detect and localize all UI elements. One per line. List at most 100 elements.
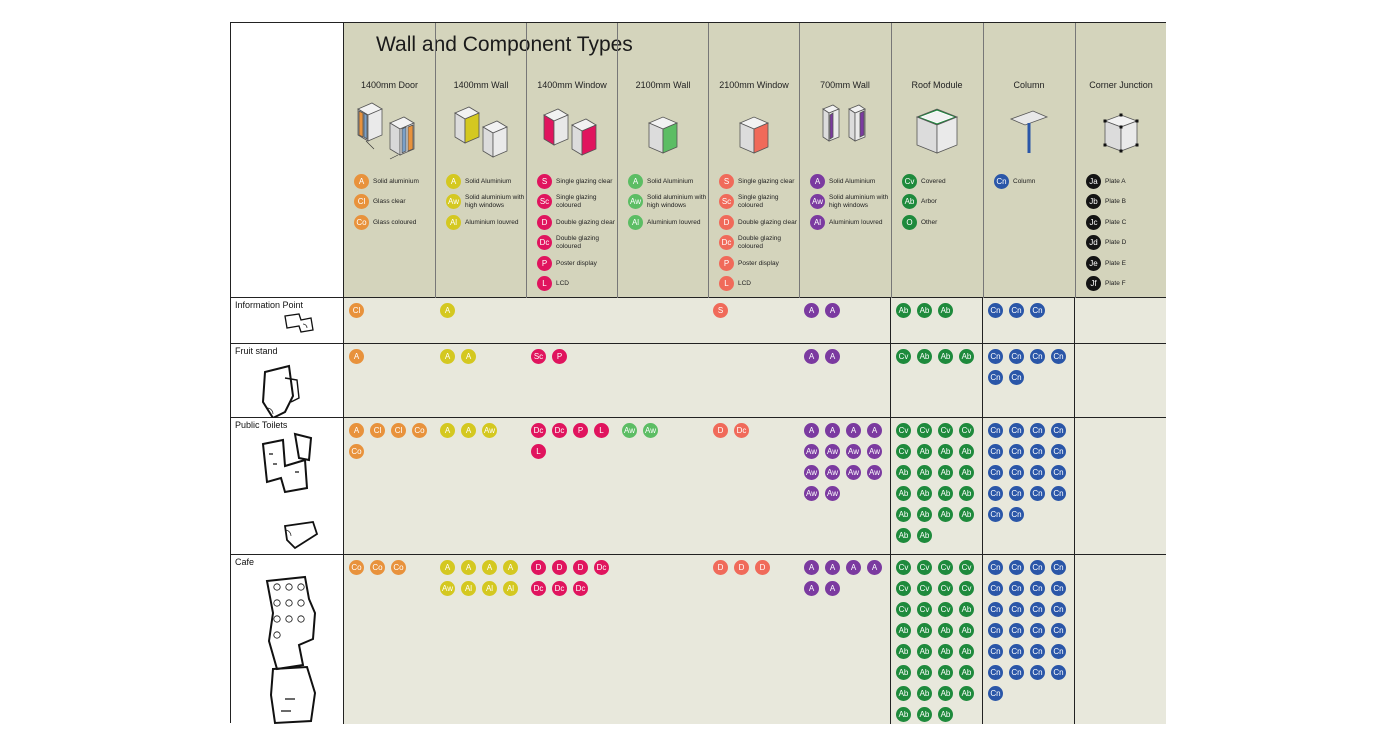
legend-text: LCD xyxy=(556,280,570,287)
badge-cn: Cn xyxy=(1051,349,1066,364)
corner-junction-icon xyxy=(1103,113,1139,153)
wall-module-icon xyxy=(454,106,508,158)
badge-ab: Ab xyxy=(902,194,917,210)
badge-a: A xyxy=(825,581,840,596)
badge-jf: Jf xyxy=(1086,276,1101,292)
information-point-plan-icon xyxy=(284,313,314,333)
legend-text: Double glazing clear xyxy=(738,218,797,226)
badge-s: S xyxy=(537,173,552,189)
badge-ab: Ab xyxy=(959,644,974,659)
cell-door1400: Co Co Co xyxy=(344,555,436,724)
badge-a: A xyxy=(804,303,819,318)
floor-plan xyxy=(255,573,333,730)
badge-l: L xyxy=(537,276,552,292)
cell-badges: Cv Cv Cv Cv Cv Cv Cv Cv Cv Cv Cv Ab Ab Ab Ab Ab Ab Ab Ab Ab… xyxy=(896,560,976,722)
badge-o: O xyxy=(902,214,917,230)
badge-p: P xyxy=(552,349,567,364)
badge-ab: Ab xyxy=(917,349,932,364)
column-heading: 1400mm Window xyxy=(537,80,607,90)
badge-cn: Cn xyxy=(1030,644,1045,659)
legend-text: LCD xyxy=(738,280,752,287)
badge-aw: Aw xyxy=(825,465,840,480)
badge-dc: Dc xyxy=(531,423,546,438)
badge-dc: Dc xyxy=(734,423,749,438)
badge-a: A xyxy=(628,173,643,189)
badge-d: D xyxy=(537,214,552,230)
component-schedule-sheet: Wall and Component Types 1400mm Door A Sol… xyxy=(230,22,1166,725)
badge-cn: Cn xyxy=(1009,465,1024,480)
public-toilets-plan-icon xyxy=(261,432,319,550)
badge-cn: Cn xyxy=(1051,444,1066,459)
badge-ab: Ab xyxy=(959,602,974,617)
badge-s: S xyxy=(713,303,728,318)
legend-text: Arbor xyxy=(921,198,937,205)
cell-badges: Aw Aw xyxy=(622,423,702,438)
badge-ab: Ab xyxy=(917,665,932,680)
legend-item: Jf Plate F xyxy=(1086,274,1166,295)
legend-item: Sc Single glazing coloured xyxy=(537,192,617,213)
badge-ab: Ab xyxy=(938,465,953,480)
legend-item: Sc Single glazing coloured xyxy=(719,192,799,213)
column-heading: Corner Junction xyxy=(1089,80,1153,90)
cell-badges: S xyxy=(713,303,793,318)
badge-cn: Cn xyxy=(1009,370,1024,385)
badge-ab: Ab xyxy=(917,507,932,522)
legend-item: Jb Plate B xyxy=(1086,192,1166,213)
badge-cn: Cn xyxy=(1009,560,1024,575)
badge-ab: Ab xyxy=(938,507,953,522)
badge-cn: Cn xyxy=(988,465,1003,480)
badge-cn: Cn xyxy=(988,665,1003,680)
badge-ab: Ab xyxy=(917,644,932,659)
badge-ab: Ab xyxy=(896,686,911,701)
badge-cn: Cn xyxy=(1009,602,1024,617)
badge-cv: Cv xyxy=(917,423,932,438)
badge-dc: Dc xyxy=(537,235,552,251)
cell-roof: Ab Ab Ab xyxy=(891,298,983,343)
badge-a: A xyxy=(349,349,364,364)
cell-badges: Co Co Co xyxy=(349,560,429,575)
badge-sc: Sc xyxy=(537,194,552,210)
legend-item: A Solid Aluminium xyxy=(628,171,708,192)
column-illustration xyxy=(1076,97,1166,165)
column-wall2100: 2100mm Wall A Solid Aluminium Aw Solid alumi… xyxy=(617,23,708,298)
badge-cn: Cn xyxy=(988,686,1003,701)
badge-a: A xyxy=(503,560,518,575)
column-window1400: 1400mm Window S Single glazing clear Sc Sing… xyxy=(526,23,617,298)
legend-text: Solid Aluminium xyxy=(465,177,512,185)
badge-ab: Ab xyxy=(959,444,974,459)
legend-text: Poster display xyxy=(556,259,597,267)
badge-co: Co xyxy=(349,560,364,575)
badge-d: D xyxy=(734,560,749,575)
column-icon xyxy=(1009,110,1049,153)
cell-wall1400: A A Aw xyxy=(435,418,527,554)
badge-a: A xyxy=(825,349,840,364)
badge-ab: Ab xyxy=(938,623,953,638)
badge-cn: Cn xyxy=(1030,581,1045,596)
cell-wall1400: A xyxy=(435,298,527,343)
legend-text: Solid aluminium xyxy=(373,177,419,185)
badge-cv: Cv xyxy=(938,581,953,596)
badge-ab: Ab xyxy=(938,707,953,722)
legend-item: L LCD xyxy=(719,274,799,295)
badge-ab: Ab xyxy=(917,528,932,543)
badge-cn: Cn xyxy=(988,423,1003,438)
cell-roof: Cv Cv Cv Cv Cv Cv Cv Cv Cv Cv Cv Ab Ab Ab Ab Ab Ab Ab Ab Ab… xyxy=(891,555,983,724)
cell-column: Cn Cn Cn Cn Cn Cn Cn Cn Cn Cn Cn Cn Cn Cn Cn Cn Cn Cn xyxy=(983,418,1075,554)
badge-ab: Ab xyxy=(917,465,932,480)
badge-ab: Ab xyxy=(917,486,932,501)
badge-cn: Cn xyxy=(988,303,1003,318)
badge-cl: Cl xyxy=(349,303,364,318)
badge-cn: Cn xyxy=(1051,486,1066,501)
legend-item: Al Aluminium louvred xyxy=(628,212,708,233)
cell-badges: A Cl Cl Co Co xyxy=(349,423,429,459)
column-legend: A Solid aluminium Cl Glass clear Co Glass col… xyxy=(354,171,435,233)
column-illustration xyxy=(344,97,435,165)
cell-badges: Ab Ab Ab xyxy=(896,303,976,318)
badge-a: A xyxy=(825,423,840,438)
badge-ab: Ab xyxy=(938,686,953,701)
badge-ab: Ab xyxy=(959,486,974,501)
cell-wall2100 xyxy=(617,344,709,417)
badge-ab: Ab xyxy=(959,465,974,480)
